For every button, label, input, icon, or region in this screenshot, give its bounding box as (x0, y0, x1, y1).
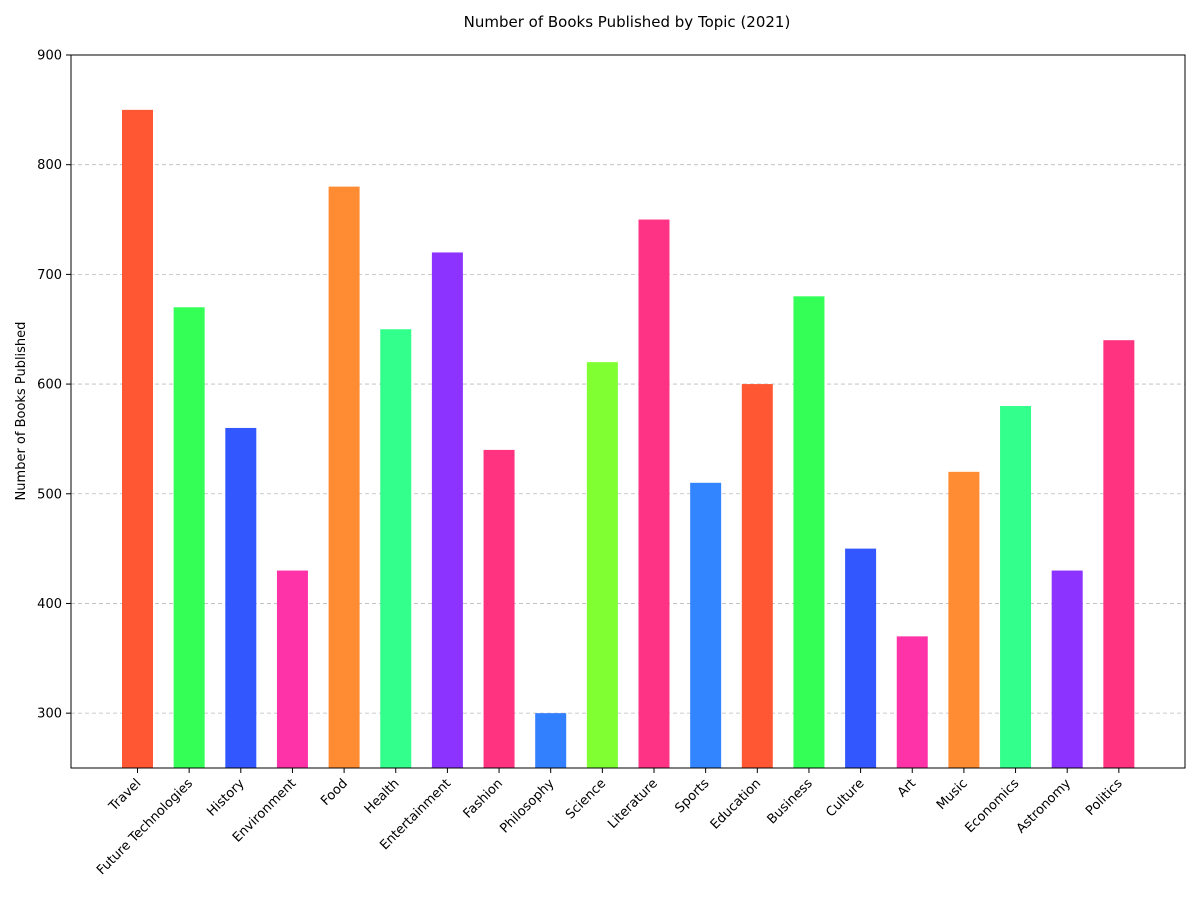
bar-environment (276, 570, 308, 768)
x-tick-label: Education (708, 776, 764, 832)
x-tick-label: Music (934, 776, 971, 813)
bar-astronomy (1051, 570, 1083, 768)
bar-music (948, 471, 980, 768)
x-tick-label: Science (563, 776, 609, 822)
bar-travel (122, 109, 153, 769)
bar-business (793, 296, 825, 768)
bar-sports (690, 482, 722, 768)
x-tick-label: Business (765, 776, 816, 827)
y-tick-label: 300 (37, 707, 62, 722)
bar-literature (638, 219, 670, 769)
y-tick-label: 900 (37, 49, 62, 64)
x-tick-label: Politics (1083, 776, 1126, 819)
bar-future-technologies (173, 307, 205, 768)
x-tick-label: Health (362, 776, 403, 817)
bar-science (586, 362, 618, 768)
plot-frame (70, 54, 1186, 769)
y-tick-label: 500 (37, 487, 62, 502)
x-tick-label: Philosophy (497, 776, 557, 836)
y-tick-label: 800 (37, 158, 62, 173)
x-tick-label: Literature (605, 776, 661, 832)
bar-economics (1000, 406, 1032, 768)
bar-education (741, 384, 773, 768)
bar-art (896, 636, 928, 768)
bar-philosophy (535, 713, 567, 768)
y-tick-label: 700 (37, 268, 62, 283)
bar-history (225, 427, 257, 768)
bar-fashion (483, 449, 515, 768)
y-axis-label: Number of Books Published (14, 322, 29, 501)
x-tick-label: Art (895, 776, 919, 800)
bar-culture (845, 548, 877, 768)
x-tick-label: History (204, 776, 248, 820)
x-tick-label: Fashion (461, 776, 506, 821)
x-tick-label: Sports (672, 776, 712, 816)
x-tick-label: Culture (823, 776, 867, 820)
bar-entertainment (431, 252, 463, 768)
x-tick-label: Future Technologies (94, 776, 196, 878)
x-tick-label: Food (318, 776, 351, 809)
y-axis-ticks: 300 400 500 600 700 800 900 (37, 49, 71, 722)
bar-food (328, 186, 360, 769)
y-tick-label: 400 (37, 597, 62, 612)
y-tick-label: 600 (37, 378, 62, 393)
bar-politics (1103, 340, 1135, 768)
bar-health (380, 329, 412, 768)
x-tick-label: Travel (106, 776, 145, 815)
chart-title: Number of Books Published by Topic (2021… (464, 13, 791, 31)
x-tick-label: Astronomy (1014, 776, 1075, 837)
bars (122, 109, 1135, 769)
